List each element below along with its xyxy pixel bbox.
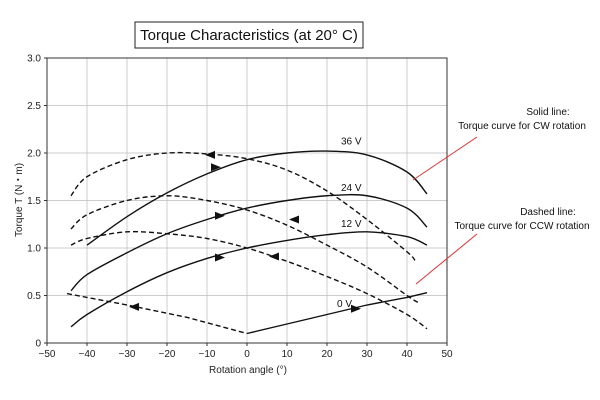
series-layer <box>66 150 428 335</box>
dashed-line-desc: Torque curve for CCW rotation <box>454 221 589 232</box>
y-tick-label: 2.5 <box>27 101 41 112</box>
series-36v-solid <box>86 150 428 246</box>
direction-arrow <box>211 163 221 172</box>
x-tick-label: −50 <box>39 349 56 360</box>
direction-arrows <box>129 150 361 313</box>
series-24v-solid <box>70 193 428 292</box>
x-tick-label: 0 <box>244 349 250 360</box>
y-tick-label: 0 <box>35 339 41 350</box>
annotations: Solid line: Torque curve for CW rotation… <box>412 107 590 285</box>
y-tick-label: 0.5 <box>27 291 41 302</box>
plot-frame <box>46 57 448 344</box>
direction-arrow <box>205 150 215 159</box>
x-tick-label: 10 <box>281 349 293 360</box>
dashed-leader-line <box>415 233 478 285</box>
x-tick-label: −30 <box>119 349 136 360</box>
x-tick-label: 40 <box>401 349 413 360</box>
direction-arrow <box>215 211 225 220</box>
x-tick-label: −20 <box>159 349 176 360</box>
series-label-36v: 36 V <box>341 136 362 147</box>
direction-arrow <box>269 252 279 261</box>
x-axis-label: Rotation angle (°) <box>209 365 287 376</box>
direction-arrow <box>289 215 299 224</box>
chart-title-box: Torque Characteristics (at 20° C) <box>134 21 364 49</box>
x-tick-label: 20 <box>321 349 333 360</box>
solid-leader-line <box>412 136 478 181</box>
y-tick-label: 1.5 <box>27 196 41 207</box>
x-tick-label: −40 <box>79 349 96 360</box>
axes: −50 −40 −30 −20 −10 0 10 20 30 40 50 0 0.5 1.0 1.5 2.0 2… <box>27 54 453 361</box>
series-labels: 36 V 24 V 12 V 0 V <box>337 136 362 309</box>
series-24v-dashed <box>70 195 420 304</box>
direction-arrow <box>351 304 361 313</box>
series-0v-solid <box>246 291 428 335</box>
series-label-12v: 12 V <box>341 219 362 230</box>
dashed-line-title: Dashed line: <box>520 207 576 218</box>
solid-line-desc: Torque curve for CW rotation <box>458 121 586 132</box>
x-tick-label: −10 <box>199 349 216 360</box>
y-tick-label: 3.0 <box>27 54 41 65</box>
series-12v-dashed <box>70 230 428 330</box>
x-tick-label: 30 <box>361 349 373 360</box>
solid-line-title: Solid line: <box>526 107 569 118</box>
series-0v-dashed <box>66 292 248 335</box>
series-12v-solid <box>70 231 428 328</box>
y-tick-label: 2.0 <box>27 149 41 160</box>
series-label-24v: 24 V <box>341 183 362 194</box>
series-36v-dashed <box>70 151 416 261</box>
chart-title: Torque Characteristics (at 20° C) <box>140 27 358 44</box>
direction-arrow <box>215 253 225 262</box>
y-tick-label: 1.0 <box>27 244 41 255</box>
y-axis-label: Torque T (N・m) <box>14 163 25 237</box>
series-label-0v: 0 V <box>337 299 352 310</box>
x-tick-label: 50 <box>441 349 453 360</box>
direction-arrow <box>129 302 139 311</box>
